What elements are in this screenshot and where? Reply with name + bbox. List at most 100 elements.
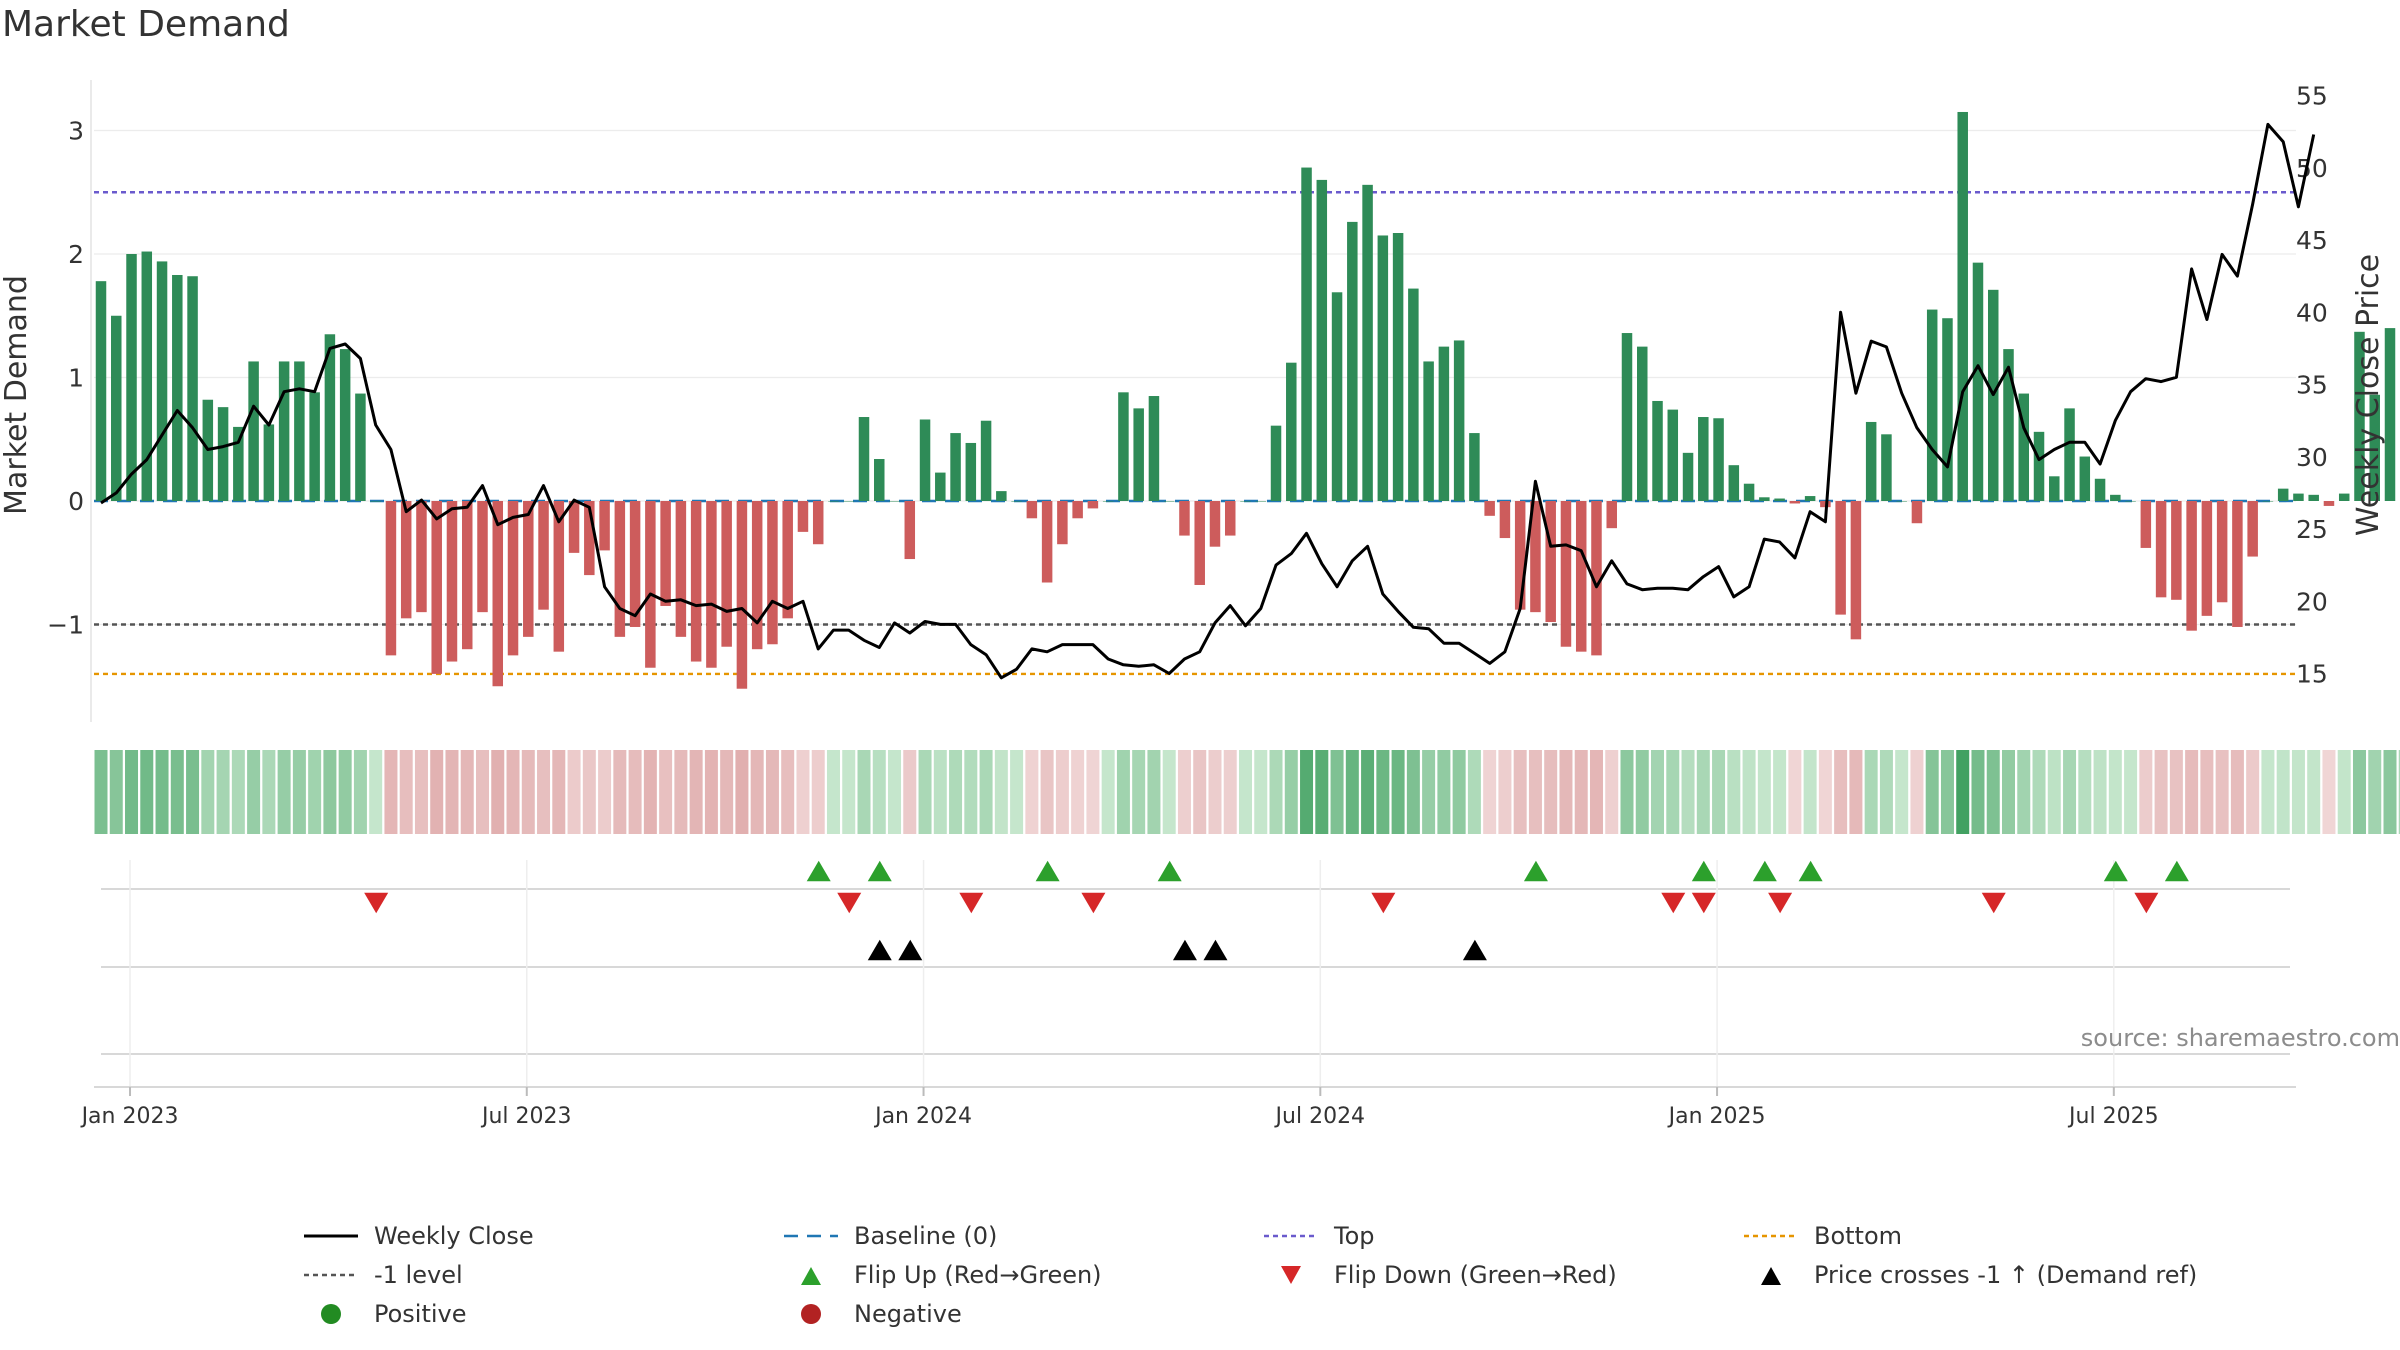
demand-bar [858,417,870,501]
demand-bar [1209,501,1221,547]
flip-up-marker [1691,860,1716,882]
heat-cell [2185,750,2199,834]
demand-bar [767,501,778,645]
demand-bar [919,419,931,501]
heat-cell [2276,750,2290,834]
heat-cell [1116,750,1130,834]
heat-cell [1223,750,1237,834]
demand-bar [2155,501,2167,598]
heat-cell [1666,750,1680,834]
heat-cell [1879,750,1893,834]
flip-up-marker [806,860,831,882]
heat-cell [750,750,764,834]
chart-title: Market Demand [2,4,290,45]
heat-cell [1239,750,1252,834]
demand-bar [2232,501,2243,627]
demand-bar [904,501,916,560]
heat-cell [949,750,963,834]
heat-cell [674,750,688,834]
heat-cell [1696,750,1710,834]
demand-bar [400,501,412,619]
heat-cell [2261,750,2275,834]
demand-bar [1270,425,1282,501]
heat-cell [552,750,566,834]
price-cross-marker [898,939,923,961]
demand-bar [1057,501,1068,545]
demand-bar [1530,501,1541,613]
demand-bar [1392,233,1404,501]
heat-cell [1132,750,1146,834]
heat-cell [1574,750,1588,834]
demand-bar [1942,318,1953,501]
y2-tick-label: 55 [2296,82,2328,111]
demand-bar [2079,456,2091,501]
heat-cell [1315,750,1329,834]
demand-bar [2018,393,2030,501]
y-tick-label: −1 [47,611,84,640]
legend-item-positive: Positive [300,1296,467,1332]
demand-bar [2201,501,2213,616]
demand-bar [614,501,626,637]
heat-cell [537,750,551,834]
demand-bar [675,501,687,637]
y2-axis-label: Weekly Close Price [2351,254,2386,536]
demand-bar [324,334,336,501]
heat-cell [888,750,902,834]
demand-bar [1881,434,1892,501]
flip-down-marker [1371,892,1396,914]
heat-cell [109,750,123,834]
cross-legend-symbol [1761,1267,1781,1285]
heat-cell [262,750,276,834]
flip-down-marker [1661,892,1686,914]
demand-bar [2049,476,2060,501]
heat-cell [1742,750,1756,834]
demand-bar [1484,501,1495,516]
demand-bar [1041,501,1053,583]
demand-bar [446,501,458,662]
heat-cell [2368,750,2382,834]
demand-bar [2110,494,2121,501]
demand-bar [629,501,641,627]
y2-tick-label: 20 [2296,587,2328,616]
heat-cell [1025,750,1039,834]
demand-bar [156,261,168,501]
demand-bar [1011,501,1022,502]
price-cross-marker [867,939,892,961]
heat-cell [1300,750,1314,834]
demand-bar [980,420,992,501]
heat-cell [598,750,612,834]
heat-cell [1483,750,1497,834]
demand-bar [660,501,671,606]
demand-bar [431,501,442,674]
demand-bar [1911,501,1923,524]
demand-bar [385,501,397,656]
demand-bar [1850,501,1862,640]
demand-bar [461,501,473,650]
heat-cell [1513,750,1527,834]
heat-cell [2169,750,2183,834]
demand-bar [797,501,809,532]
demand-bar [599,501,610,551]
heat-cell [476,750,489,834]
legend-label: Price crosses -1 ↑ (Demand ref) [1814,1261,2198,1289]
close-legend-symbol [304,1234,358,1238]
heat-cell [460,750,474,834]
heat-cell [1635,750,1649,834]
demand-bar [217,407,229,501]
heat-cell [643,750,657,834]
demand-bar [1743,483,1755,501]
heat-cell [857,750,871,834]
demand-bar [812,501,824,545]
demand-bar [874,459,885,501]
heat-cell [491,750,505,834]
heat-cell [277,750,291,834]
demand-bar [309,392,320,501]
heat-cell [2139,750,2153,834]
legend-item-top: Top [1260,1218,1375,1254]
demand-bar [2003,349,2014,501]
demand-bar [1972,262,1984,501]
heat-cell [811,750,825,834]
demand-bar [690,501,702,662]
y-tick-label: 2 [68,240,84,269]
flip-down-marker [837,892,862,914]
